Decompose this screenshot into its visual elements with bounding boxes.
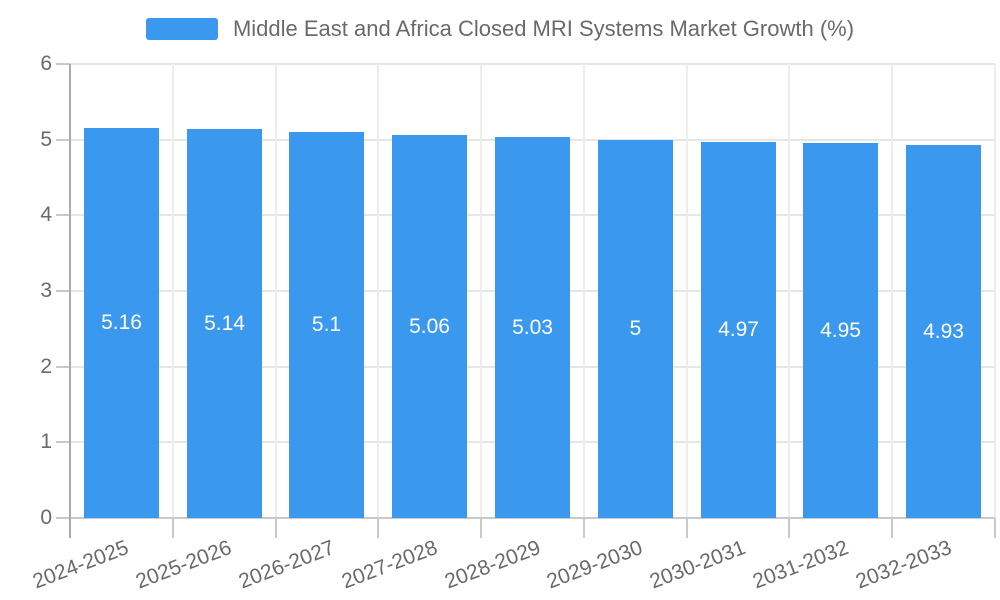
y-tick-label: 2 [40, 355, 52, 378]
y-axis-tick [56, 63, 70, 65]
x-tick-label: 2025-2026 [132, 536, 235, 594]
y-tick-label: 5 [40, 128, 52, 151]
x-gridline [275, 64, 277, 518]
y-gridline [70, 63, 995, 65]
y-axis-line [69, 64, 71, 538]
x-gridline [994, 64, 996, 518]
x-tick-label: 2024-2025 [29, 536, 132, 594]
bar-value-label: 5.14 [204, 311, 245, 335]
x-tick-label: 2032-2033 [852, 536, 955, 594]
legend[interactable]: Middle East and Africa Closed MRI System… [0, 16, 1000, 42]
x-axis-tick [788, 518, 790, 538]
bar[interactable]: 4.95 [803, 143, 878, 518]
bar-value-label: 5.03 [512, 315, 553, 339]
x-axis-tick [377, 518, 379, 538]
y-axis-tick [56, 214, 70, 216]
x-axis-tick [480, 518, 482, 538]
x-axis-tick [275, 518, 277, 538]
bar[interactable]: 5.06 [392, 135, 467, 518]
bar-value-label: 5.16 [101, 311, 142, 334]
x-tick-label: 2026-2027 [235, 536, 338, 594]
x-gridline [788, 64, 790, 518]
bar-value-label: 4.97 [718, 318, 759, 341]
x-axis-line [70, 517, 995, 519]
y-tick-label: 0 [40, 506, 52, 529]
bar-value-label: 4.95 [820, 318, 861, 342]
x-axis-tick [172, 518, 174, 538]
x-axis-tick [686, 518, 688, 538]
bar-value-label: 5 [629, 317, 642, 340]
x-tick-label: 2027-2028 [338, 536, 441, 594]
bar[interactable]: 5.03 [495, 137, 570, 518]
x-tick-label: 2028-2029 [441, 536, 544, 594]
bar[interactable]: 5 [598, 140, 673, 518]
x-gridline [480, 64, 482, 518]
y-axis-tick [56, 441, 70, 443]
x-gridline [583, 64, 585, 518]
y-tick-label: 6 [40, 52, 52, 75]
x-tick-label: 2031-2032 [749, 536, 852, 594]
x-gridline [686, 64, 688, 518]
bar[interactable]: 5.16 [84, 128, 159, 518]
x-gridline [891, 64, 893, 518]
x-axis-tick [583, 518, 585, 538]
x-axis-tick [994, 518, 996, 538]
bar-value-label: 4.93 [923, 319, 964, 343]
legend-label: Middle East and Africa Closed MRI System… [232, 16, 855, 41]
y-axis-tick [56, 366, 70, 368]
bar[interactable]: 4.93 [906, 145, 981, 518]
x-axis-tick [891, 518, 893, 538]
bar-value-label: 5.06 [409, 314, 450, 338]
y-tick-label: 1 [40, 430, 52, 453]
x-tick-label: 2029-2030 [543, 536, 646, 594]
y-axis-tick [56, 290, 70, 292]
x-gridline [172, 64, 174, 518]
y-tick-label: 4 [40, 203, 52, 226]
x-tick-label: 2030-2031 [646, 536, 749, 594]
x-gridline [377, 64, 379, 518]
y-tick-label: 3 [40, 279, 52, 302]
y-axis-tick [56, 139, 70, 141]
bar-value-label: 5.1 [311, 313, 342, 336]
bar[interactable]: 5.1 [289, 132, 364, 518]
legend-swatch [145, 18, 218, 40]
bar[interactable]: 5.14 [187, 129, 262, 518]
y-axis-tick [56, 517, 70, 519]
bar[interactable]: 4.97 [701, 142, 776, 518]
